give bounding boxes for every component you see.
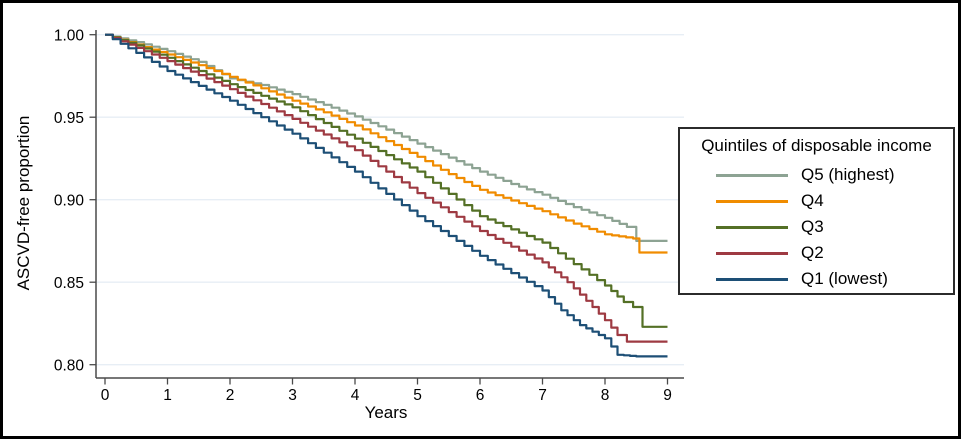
legend-items: Q5 (highest) Q4 Q3 Q2 Q1 (lowest) <box>680 162 953 292</box>
legend-item-label: Q3 <box>801 217 824 236</box>
legend-line-swatch <box>716 225 788 229</box>
y-axis-title: ASCVD-free proportion <box>14 115 33 291</box>
x-tick-label: 9 <box>663 387 672 404</box>
x-tick-label: 8 <box>601 387 610 404</box>
legend-line-swatch <box>716 199 788 203</box>
legend-line-swatch <box>716 277 788 281</box>
series-curve-q3 <box>105 33 668 328</box>
series-curve-q5 <box>105 33 668 242</box>
legend-item: Q5 (highest) <box>680 162 953 188</box>
legend-line-swatch <box>716 173 788 177</box>
legend-title: Quintiles of disposable income <box>701 136 932 155</box>
y-tick-label: 0.85 <box>54 275 84 292</box>
series-curve-q4 <box>105 33 668 254</box>
x-tick-label: 5 <box>413 387 422 404</box>
x-axis-title: Years <box>364 403 408 422</box>
x-tick-label: 2 <box>226 387 235 404</box>
x-tick-label: 0 <box>101 387 110 404</box>
x-tick-label: 6 <box>476 387 485 404</box>
y-tick-label: 0.80 <box>54 357 85 374</box>
km-chart-canvas: 1.00 0.95 0.90 0.85 0.80 0 1 2 3 4 5 6 7 8 9 <box>54 27 684 404</box>
x-tick-label: 3 <box>288 387 297 404</box>
legend-item: Q1 (lowest) <box>680 266 953 292</box>
legend-item: Q2 <box>680 240 953 266</box>
legend-line-swatch <box>716 251 788 255</box>
series-curve-q1 <box>105 33 668 358</box>
legend-item-label: Q4 <box>801 191 824 210</box>
legend-item-label: Q1 (lowest) <box>801 269 888 288</box>
legend-item: Q4 <box>680 188 953 214</box>
legend: Quintiles of disposable income Q5 (highe… <box>678 127 955 295</box>
series-curve-q2 <box>105 33 668 343</box>
y-tick-label: 1.00 <box>54 27 85 44</box>
y-tick-label: 0.90 <box>54 192 85 209</box>
x-tick-label: 4 <box>351 387 360 404</box>
y-tick-label: 0.95 <box>54 110 84 127</box>
legend-item-label: Q2 <box>801 243 824 262</box>
x-tick-label: 1 <box>163 387 172 404</box>
x-tick-label: 7 <box>538 387 547 404</box>
legend-item-label: Q5 (highest) <box>801 165 895 184</box>
legend-item: Q3 <box>680 214 953 240</box>
